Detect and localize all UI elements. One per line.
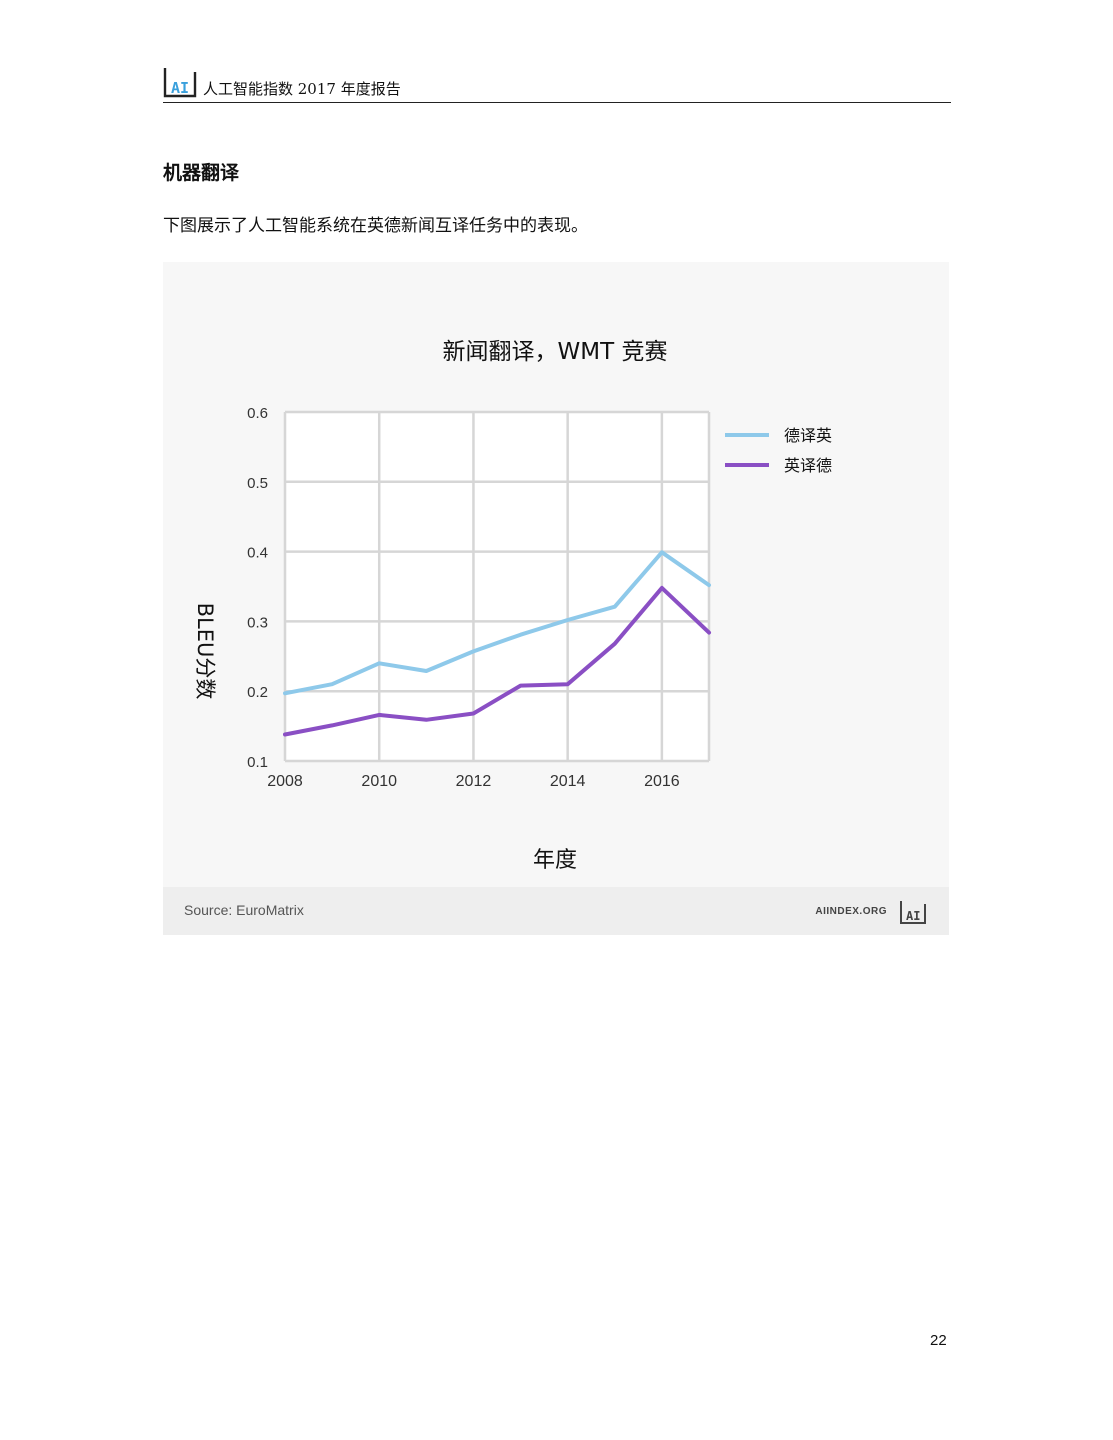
page-number: 22 xyxy=(930,1332,947,1349)
legend-label-2: 英译德 xyxy=(784,456,832,475)
chart-title: 新闻翻译，WMT 竞赛 xyxy=(443,339,668,365)
site-link[interactable]: AIINDEX.ORG xyxy=(815,906,887,917)
plot-area xyxy=(285,412,709,761)
x-tick-label: 2012 xyxy=(456,773,492,790)
x-tick-labels: 2008 2010 2012 2014 2016 xyxy=(267,773,680,790)
grid-lines xyxy=(283,410,711,763)
y-axis-label: BLEU分数 xyxy=(193,603,217,700)
line-chart: 新闻翻译，WMT 竞赛 0.10.20.30.40.50.6 2008 2010 2… xyxy=(193,339,832,873)
section-title: 机器翻译 xyxy=(163,162,240,184)
ai-index-logo-small: AI xyxy=(900,901,926,924)
x-tick-label: 2016 xyxy=(644,773,680,790)
ai-index-logo: AI xyxy=(163,68,197,98)
y-tick-label: 0.5 xyxy=(247,475,268,492)
x-tick-label: 2010 xyxy=(361,773,397,790)
footer-logo-text: AI xyxy=(906,909,920,923)
series-line-1 xyxy=(283,550,711,696)
y-tick-label: 0.2 xyxy=(247,684,268,701)
legend-label-1: 德译英 xyxy=(784,426,832,445)
header-logo-text: AI xyxy=(171,79,189,97)
page-header: AI 人工智能指数 2017 年度报告 xyxy=(163,66,951,103)
y-tick-label: 0.3 xyxy=(247,614,268,631)
y-tick-labels: 0.1 0.2 0.3 0.4 0.5 0.6 xyxy=(247,405,268,771)
series-line-2 xyxy=(283,585,711,737)
x-tick-label: 2008 xyxy=(267,773,303,790)
intro-text: 下图展示了人工智能系统在英德新闻互译任务中的表现。 xyxy=(163,216,588,236)
y-tick-label: 0.6 xyxy=(247,405,268,422)
y-tick-label: 0.1 xyxy=(247,754,268,771)
source-text: Source: EuroMatrix xyxy=(184,902,304,918)
figure-footer: Source: EuroMatrix AIINDEX.ORG AI xyxy=(163,887,949,935)
x-axis-label: 年度 xyxy=(533,848,577,873)
header-title: 人工智能指数 2017 年度报告 xyxy=(203,80,401,98)
series-lines xyxy=(283,550,711,737)
x-tick-label: 2014 xyxy=(550,773,586,790)
y-tick-label: 0.4 xyxy=(247,545,268,562)
chart-figure: 新闻翻译，WMT 竞赛 0.1 0.2 0.3 0.4 0.5 0.6 2008 2010 2… xyxy=(163,262,949,935)
